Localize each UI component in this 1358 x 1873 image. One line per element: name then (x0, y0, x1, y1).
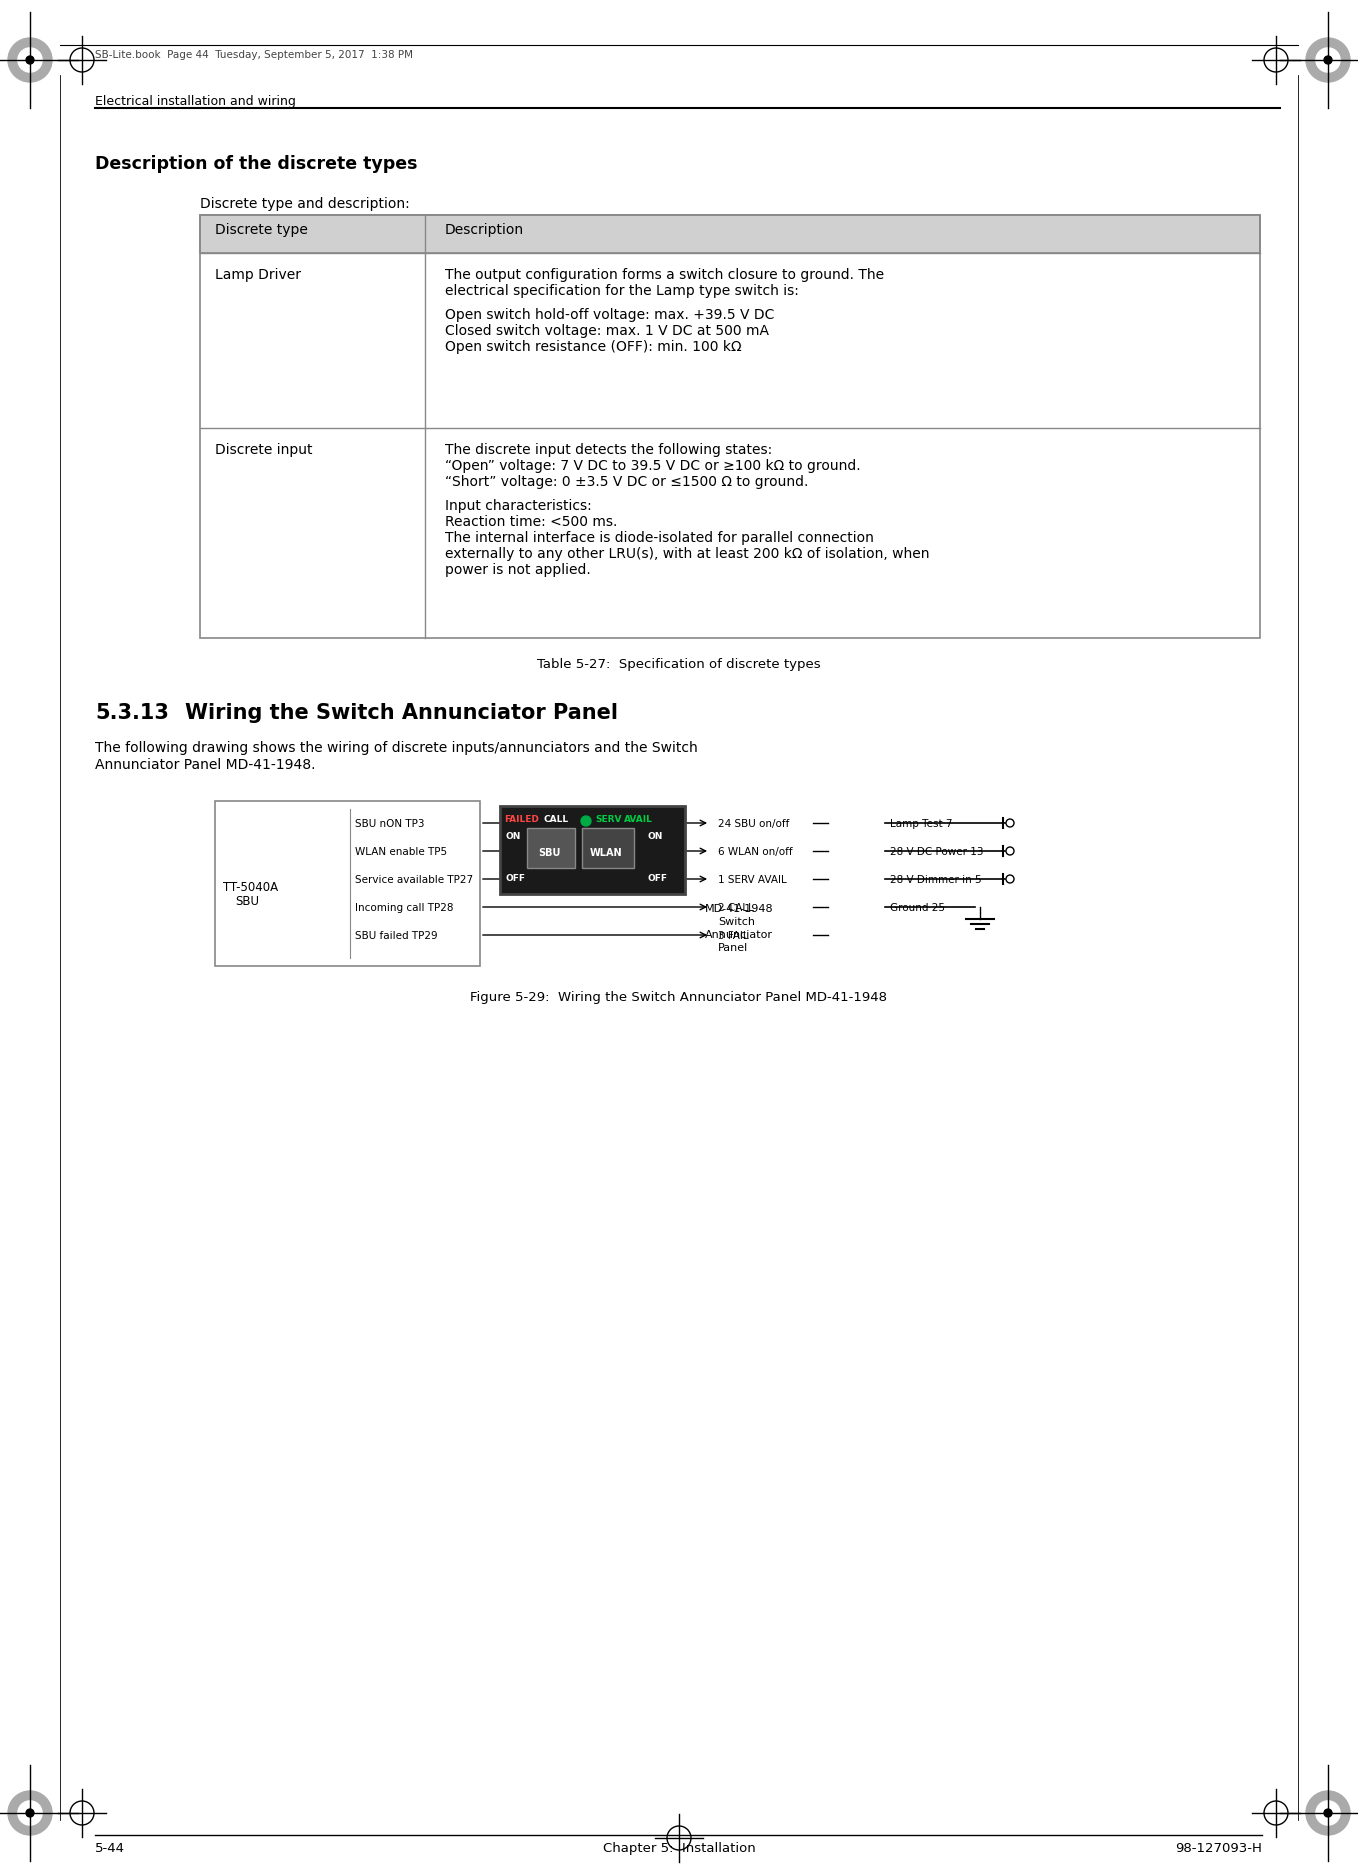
Text: The internal interface is diode-isolated for parallel connection: The internal interface is diode-isolated… (445, 532, 875, 545)
Text: Incoming call TP28: Incoming call TP28 (354, 903, 454, 912)
Text: OFF: OFF (505, 875, 526, 882)
Text: Annunciator: Annunciator (705, 931, 773, 940)
Text: The output configuration forms a switch closure to ground. The: The output configuration forms a switch … (445, 268, 884, 283)
Text: power is not applied.: power is not applied. (445, 564, 591, 577)
Text: Closed switch voltage: max. 1 V DC at 500 mA: Closed switch voltage: max. 1 V DC at 50… (445, 324, 769, 337)
Circle shape (1324, 56, 1332, 64)
Bar (583, 828, 634, 867)
Text: “Short” voltage: 0 ±3.5 V DC or ≤1500 Ω to ground.: “Short” voltage: 0 ±3.5 V DC or ≤1500 Ω … (445, 476, 808, 489)
Text: Reaction time: <500 ms.: Reaction time: <500 ms. (445, 515, 618, 528)
Text: MD-41-1948: MD-41-1948 (705, 905, 774, 914)
Text: Wiring the Switch Annunciator Panel: Wiring the Switch Annunciator Panel (185, 702, 618, 723)
Text: Figure 5-29:  Wiring the Switch Annunciator Panel MD-41-1948: Figure 5-29: Wiring the Switch Annunciat… (470, 991, 888, 1004)
Bar (200, 215, 1260, 639)
Text: Lamp Test 7: Lamp Test 7 (889, 819, 952, 830)
Text: Ground 25: Ground 25 (889, 903, 945, 912)
Text: ON: ON (648, 832, 663, 841)
Circle shape (581, 817, 591, 826)
Text: 1 SERV AVAIL: 1 SERV AVAIL (718, 875, 786, 886)
Circle shape (18, 49, 42, 71)
Text: Discrete input: Discrete input (215, 444, 312, 457)
Text: TT-5040A: TT-5040A (223, 880, 278, 893)
Circle shape (8, 1791, 52, 1836)
Text: 6 WLAN on/off: 6 WLAN on/off (718, 847, 793, 858)
Text: externally to any other LRU(s), with at least 200 kΩ of isolation, when: externally to any other LRU(s), with at … (445, 547, 929, 562)
Text: Description of the discrete types: Description of the discrete types (95, 155, 417, 172)
Text: The following drawing shows the wiring of discrete inputs/annunciators and the S: The following drawing shows the wiring o… (95, 742, 698, 755)
Text: Panel: Panel (718, 942, 748, 953)
Text: SBU: SBU (235, 895, 259, 908)
Circle shape (8, 37, 52, 82)
Text: 28 V DC Power 13: 28 V DC Power 13 (889, 847, 983, 858)
Text: Discrete type: Discrete type (215, 223, 308, 238)
Text: 3 FAIL: 3 FAIL (718, 931, 748, 940)
Text: 5-44: 5-44 (95, 1841, 125, 1854)
Text: 28 V Dimmer in 5: 28 V Dimmer in 5 (889, 875, 982, 886)
Text: WLAN: WLAN (589, 848, 622, 858)
Circle shape (1316, 1802, 1340, 1824)
Text: The discrete input detects the following states:: The discrete input detects the following… (445, 444, 773, 457)
Text: SBU failed TP29: SBU failed TP29 (354, 931, 437, 940)
Text: Input characteristics:: Input characteristics: (445, 498, 592, 513)
Text: WLAN enable TP5: WLAN enable TP5 (354, 847, 447, 858)
Bar (215, 802, 479, 966)
Text: Description: Description (445, 223, 524, 238)
Text: ON: ON (505, 832, 520, 841)
Text: SERV: SERV (595, 815, 622, 824)
Circle shape (18, 1802, 42, 1824)
Text: 24 SBU on/off: 24 SBU on/off (718, 819, 789, 830)
Text: “Open” voltage: 7 V DC to 39.5 V DC or ≥100 kΩ to ground.: “Open” voltage: 7 V DC to 39.5 V DC or ≥… (445, 459, 861, 474)
Circle shape (1324, 1809, 1332, 1817)
Text: Service available TP27: Service available TP27 (354, 875, 473, 886)
Text: Switch: Switch (718, 918, 755, 927)
Text: 2 CALL: 2 CALL (718, 903, 754, 912)
Text: OFF: OFF (648, 875, 668, 882)
Text: Discrete type and description:: Discrete type and description: (200, 197, 410, 212)
Circle shape (1316, 49, 1340, 71)
Circle shape (26, 1809, 34, 1817)
Text: Lamp Driver: Lamp Driver (215, 268, 301, 283)
Text: SB-Lite.book  Page 44  Tuesday, September 5, 2017  1:38 PM: SB-Lite.book Page 44 Tuesday, September … (95, 51, 413, 60)
Text: CALL: CALL (545, 815, 569, 824)
Text: AVAIL: AVAIL (623, 815, 653, 824)
Bar (500, 805, 684, 893)
Text: 5.3.13: 5.3.13 (95, 702, 168, 723)
Text: Electrical installation and wiring: Electrical installation and wiring (95, 96, 296, 109)
Text: Open switch hold-off voltage: max. +39.5 V DC: Open switch hold-off voltage: max. +39.5… (445, 307, 774, 322)
Text: FAILED: FAILED (504, 815, 539, 824)
Text: Annunciator Panel MD-41-1948.: Annunciator Panel MD-41-1948. (95, 759, 315, 772)
Circle shape (1306, 37, 1350, 82)
Text: 98-127093-H: 98-127093-H (1175, 1841, 1262, 1854)
Text: SBU nON TP3: SBU nON TP3 (354, 819, 425, 830)
Text: Open switch resistance (OFF): min. 100 kΩ: Open switch resistance (OFF): min. 100 k… (445, 341, 741, 354)
Bar (527, 828, 574, 867)
Text: electrical specification for the Lamp type switch is:: electrical specification for the Lamp ty… (445, 285, 799, 298)
Bar (200, 215, 1260, 253)
Circle shape (26, 56, 34, 64)
Circle shape (1306, 1791, 1350, 1836)
Text: Chapter 5:  Installation: Chapter 5: Installation (603, 1841, 755, 1854)
Text: Table 5-27:  Specification of discrete types: Table 5-27: Specification of discrete ty… (538, 657, 820, 671)
Text: SBU: SBU (538, 848, 561, 858)
